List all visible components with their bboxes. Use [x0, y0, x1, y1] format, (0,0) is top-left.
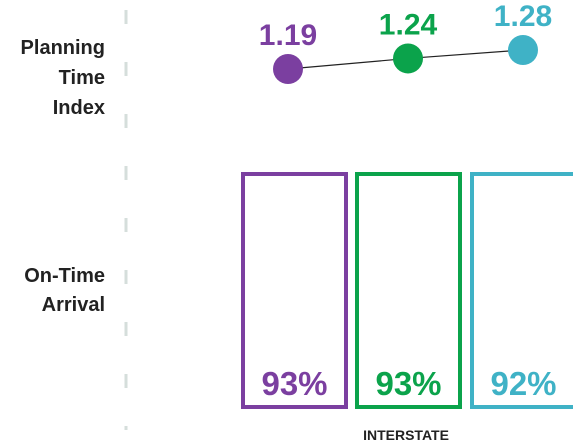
ota-bar	[355, 172, 462, 409]
row-label-line: Arrival	[42, 294, 105, 316]
on-time-arrival-chart: 93% 93% 92%	[241, 172, 573, 409]
ota-value-label: 92%	[490, 365, 556, 402]
pti-point	[508, 35, 538, 65]
row-label-line: On-Time	[24, 265, 105, 287]
planning-time-index-label: Planning Time Index	[21, 37, 105, 119]
planning-time-index-chart: 1.19 1.24 1.28	[259, 0, 552, 84]
ota-value-label: 93%	[375, 365, 441, 402]
pti-value-label: 1.28	[494, 0, 552, 33]
ota-value-label: 93%	[261, 365, 327, 402]
on-time-arrival-label: On-Time Arrival	[24, 265, 105, 316]
ota-bar	[470, 172, 573, 409]
pti-value-label: 1.24	[379, 8, 438, 41]
row-label-line: Time	[59, 67, 105, 89]
ota-bar	[241, 172, 348, 409]
pti-point	[273, 54, 303, 84]
category-label: INTERSTATE	[363, 427, 449, 443]
pti-value-label: 1.19	[259, 19, 317, 52]
row-label-line: Planning	[21, 37, 105, 59]
row-label-line: Index	[53, 97, 105, 119]
pti-point	[393, 43, 423, 74]
